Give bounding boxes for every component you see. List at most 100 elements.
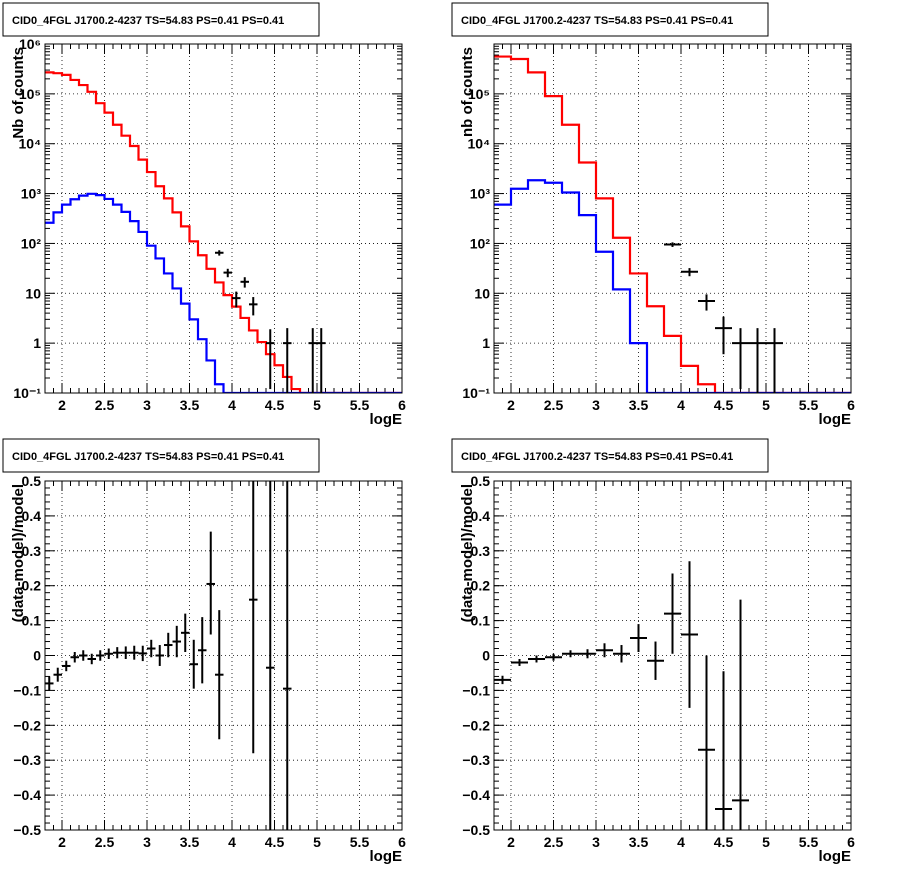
x-tick-label: 4.5 [265,834,285,850]
data-point [79,650,88,661]
model-histogram-line [45,192,402,393]
x-tick-label: 3.5 [180,397,200,413]
data-point [664,573,681,654]
bottom-left-residual-panel: CID0_4FGL J1700.2-4237 TS=54.83 PS=0.41 … [2,438,406,865]
data-point [53,667,62,682]
y-axis-title: (data-model)/model [10,484,27,622]
x-tick-label: 2 [507,834,515,850]
y-tick-label: 0.3 [471,543,491,559]
y-tick-label: 0.5 [22,473,42,489]
x-tick-label: 5.5 [799,834,819,850]
y-tick-label: −0.2 [462,717,490,733]
y-tick-label: −0.3 [462,752,490,768]
data-point [249,481,258,754]
x-tick-label: 4 [677,397,685,413]
plot-area: 2 2.5 3 3.5 4 4.5 5 5.5 6 10⁻¹ 1 10 10² 10³ 10⁴ 10⁵ logE… [459,43,855,428]
x-tick-label: 4.5 [714,397,734,413]
x-axis-title: logE [370,411,403,428]
data-point [215,610,224,740]
bottom-right-residual-panel: CID0_4FGL J1700.2-4237 TS=54.83 PS=0.41 … [451,438,855,865]
x-tick-label: 3.5 [629,397,649,413]
y-tick-label: 10⁵ [19,86,41,102]
y-axis-title: (data-model)/model [459,484,476,622]
x-axis-title: logE [819,411,852,428]
panel-title-box [2,438,320,473]
x-tick-label: 5.5 [799,397,819,413]
data-point [104,648,113,659]
panel-title-box [2,2,320,37]
data-point [172,625,181,658]
y-tick-label: 10 [25,285,41,301]
data-point [266,481,275,830]
y-tick-label: 0.2 [22,578,42,594]
data-point [223,268,232,278]
data-point [630,624,647,653]
data-point [189,639,198,689]
data-point [715,316,732,355]
x-tick-label: 3.5 [629,834,649,850]
data-point [240,277,249,288]
data-point [681,561,698,708]
data-point [164,632,173,658]
data-point [181,613,190,653]
y-tick-label: −0.2 [13,717,41,733]
plot-frame [44,480,403,831]
plot-frame [493,43,852,394]
x-tick-label: 2 [58,834,66,850]
plot-content [45,481,292,830]
y-tick-label: 0.2 [471,578,491,594]
y-tick-label: 0.5 [471,473,491,489]
panel-title-box [451,438,769,473]
x-tick-label: 4.5 [265,397,285,413]
y-tick-label: 1 [482,335,490,351]
y-tick-label: −0.3 [13,752,41,768]
y-tick-label: 10³ [470,186,491,202]
data-point [147,639,156,658]
data-point [613,645,630,663]
data-point [732,599,749,830]
y-tick-label: 0.3 [22,543,42,559]
data-point [562,650,579,658]
plot-area: 2 2.5 3 3.5 4 4.5 5 5.5 6 −0.5 −0.4 −0.3 −0.2 −0.1 0 0.… [10,473,406,865]
data-point [87,653,96,665]
data-point [749,328,766,393]
plot-frame [493,480,852,831]
data-point [70,652,79,663]
y-tick-label: −0.4 [13,787,41,803]
data-point [283,481,292,830]
y-axis-title: nb of counts [459,47,476,137]
data-point [198,617,207,684]
x-tick-label: 6 [398,397,406,413]
plot-frame [44,43,403,394]
y-tick-label: 0.4 [471,508,491,524]
model-histogram-line [494,55,851,393]
data-point [698,655,715,830]
y-tick-label: 10⁻¹ [462,385,490,401]
x-tick-label: 5.5 [350,834,370,850]
data-point [96,650,105,661]
data-point [62,660,71,672]
data-point [732,328,749,390]
x-axis-title: logE [819,848,852,865]
data-point [596,643,613,658]
y-tick-label: −0.5 [13,822,41,838]
panel-title: CID0_4FGL J1700.2-4237 TS=54.83 PS=0.41 … [461,451,733,463]
y-tick-label: 10⁴ [468,136,491,152]
data-point [664,242,681,247]
x-tick-label: 5 [313,834,321,850]
x-tick-label: 4.5 [714,834,734,850]
data-point [121,646,130,659]
plot-content [45,71,402,393]
y-tick-label: 10 [474,285,490,301]
data-point [317,328,326,393]
model-histogram-line [45,71,402,393]
y-tick-label: 10² [21,235,42,251]
data-point [45,676,54,691]
panel-title: CID0_4FGL J1700.2-4237 TS=54.83 PS=0.41 … [12,15,284,27]
x-tick-label: 3.5 [180,834,200,850]
y-tick-label: −0.1 [13,682,41,698]
x-tick-label: 2.5 [95,397,115,413]
y-tick-label: 10² [470,235,491,251]
plot-area: 2 2.5 3 3.5 4 4.5 5 5.5 6 −0.5 −0.4 −0.3 −0.2 −0.1 0 0.… [459,473,855,865]
